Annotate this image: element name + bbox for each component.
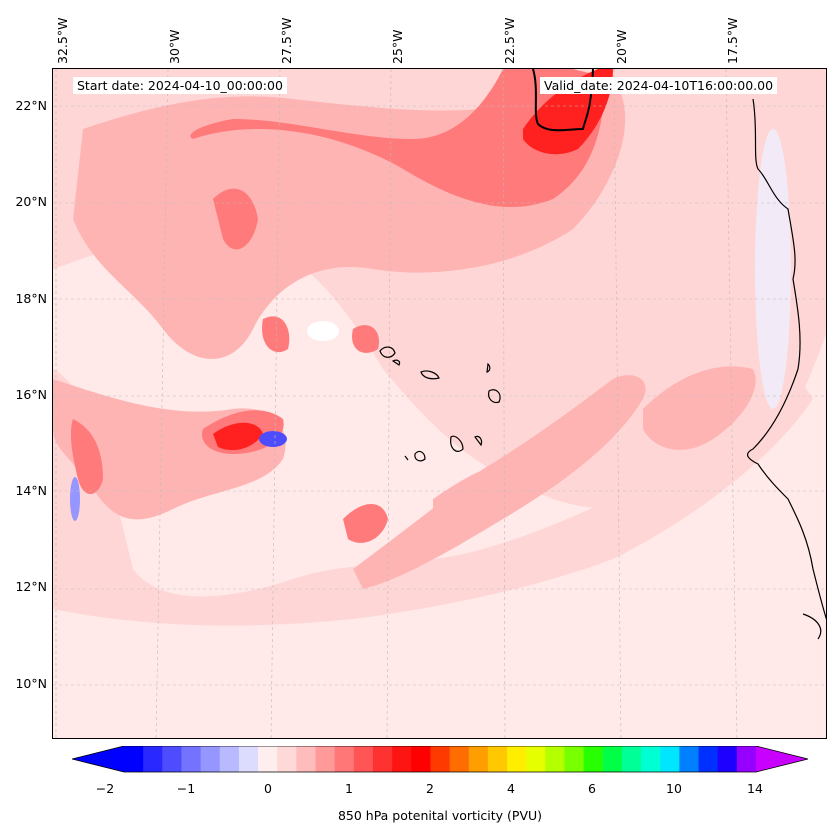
colorbar-segment xyxy=(200,746,221,772)
colorbar-segment xyxy=(334,746,355,772)
colorbar-segment xyxy=(468,746,489,772)
colorbar-segment xyxy=(411,746,431,772)
colorbar-segment xyxy=(564,746,585,772)
colorbar-segment xyxy=(602,746,623,772)
pv-contour-map xyxy=(53,69,826,738)
colorbar-segment xyxy=(124,746,144,772)
colorbar-segment xyxy=(679,746,700,772)
colorbar-tick-label: 4 xyxy=(507,781,515,796)
valid-date-label: Valid_date: 2024-04-10T16:00:00.00 xyxy=(540,77,778,94)
longitude-label: 20°W xyxy=(614,29,629,64)
latitude-label: 12°N xyxy=(15,579,47,594)
colorbar-segment xyxy=(392,746,412,772)
graticule xyxy=(53,69,826,738)
colorbar-outline xyxy=(72,746,809,773)
colorbar-segment xyxy=(621,746,642,772)
colorbar-label: 850 hPa potenital vorticity (PVU) xyxy=(337,808,543,823)
colorbar-segment xyxy=(258,746,278,772)
colorbar-segment xyxy=(583,746,604,772)
colorbar-segment xyxy=(296,746,317,772)
colorbar-segment xyxy=(487,746,508,772)
colorbar-segment xyxy=(181,746,202,772)
colorbar-segment xyxy=(526,746,546,772)
start-date-label: Start date: 2024-04-10_00:00:00 xyxy=(73,77,287,94)
colorbar-tick-label: 0 xyxy=(264,781,272,796)
colorbar-tick-label: 2 xyxy=(426,781,434,796)
pv-contours-negative xyxy=(70,129,791,521)
colorbar-segment xyxy=(545,746,565,772)
latitude-label: 20°N xyxy=(15,194,47,209)
colorbar-segment xyxy=(717,746,738,772)
colorbar-extend-max xyxy=(756,746,808,772)
colorbar-segment xyxy=(353,746,374,772)
colorbar-tick-label: 10 xyxy=(666,781,682,796)
longitude-label: 32.5°W xyxy=(55,17,70,64)
longitude-label: 22.5°W xyxy=(502,17,517,64)
colorbar-segment xyxy=(372,746,393,772)
latitude-label: 18°N xyxy=(15,291,47,306)
colorbar-segment xyxy=(277,746,297,772)
colorbar-extend-min xyxy=(72,746,124,772)
longitude-label: 17.5°W xyxy=(725,17,740,64)
longitude-label: 30°W xyxy=(167,29,182,64)
colorbar xyxy=(72,746,809,773)
colorbar-segment xyxy=(507,746,527,772)
colorbar-tick-label: 14 xyxy=(747,781,763,796)
colorbar-segment xyxy=(641,746,661,772)
colorbar-segment xyxy=(219,746,240,772)
longitude-label: 27.5°W xyxy=(279,17,294,64)
longitude-label: 25°W xyxy=(390,29,405,64)
latitude-label: 10°N xyxy=(15,676,47,691)
latitude-label: 16°N xyxy=(15,387,47,402)
colorbar-segment xyxy=(143,746,163,772)
colorbar-segment xyxy=(736,746,757,772)
colorbar-tick-label: 1 xyxy=(345,781,353,796)
coastline xyxy=(379,69,826,640)
latitude-label: 22°N xyxy=(15,98,47,113)
colorbar-tick-label: −2 xyxy=(95,781,115,796)
colorbar-segment xyxy=(660,746,680,772)
latitude-label: 14°N xyxy=(15,483,47,498)
colorbar-segment xyxy=(162,746,182,772)
pv-contours-high xyxy=(70,69,614,543)
colorbar-segment xyxy=(315,746,336,772)
colorbar-tick-label: 6 xyxy=(588,781,596,796)
colorbar-segment xyxy=(449,746,470,772)
colorbar-segment xyxy=(698,746,719,772)
colorbar-segment xyxy=(430,746,451,772)
map-panel xyxy=(52,68,827,739)
colorbar-tick-label: −1 xyxy=(176,781,196,796)
colorbar-segment xyxy=(238,746,259,772)
